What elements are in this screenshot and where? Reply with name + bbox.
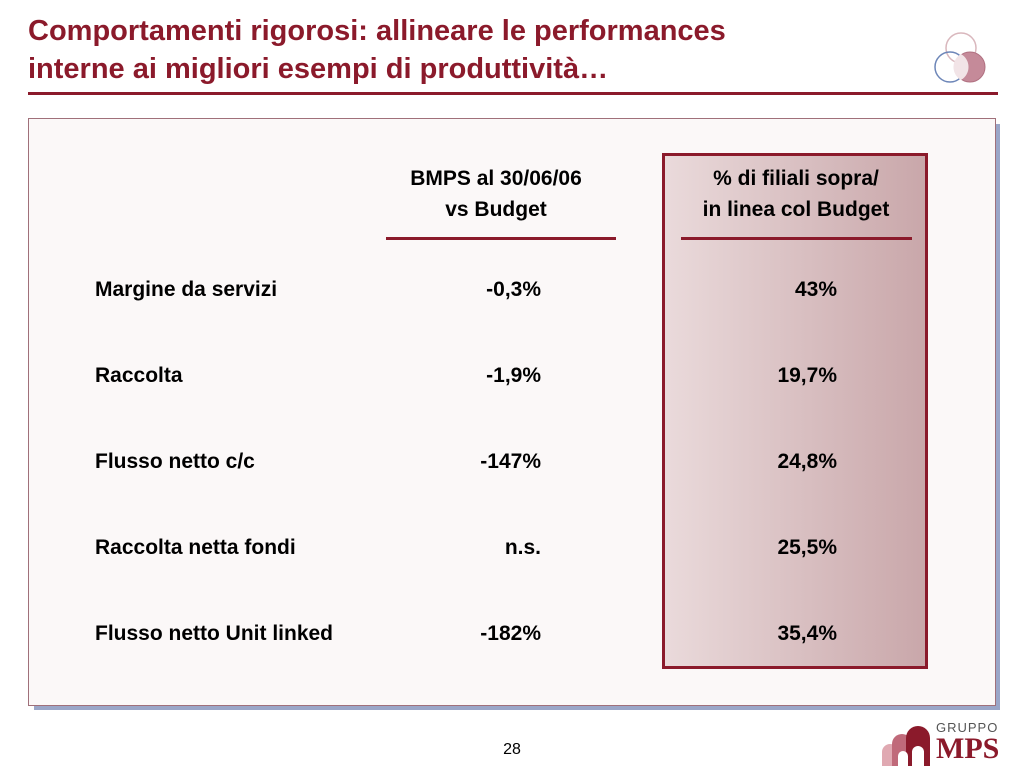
column-header-bmps: BMPS al 30/06/06 vs Budget (380, 163, 612, 225)
row-value-filiali: 24,8% (777, 450, 837, 473)
row-value-filiali: 19,7% (777, 364, 837, 387)
row-value-bmps: -182% (480, 622, 541, 645)
row-label: Flusso netto Unit linked (95, 622, 334, 645)
row-value-bmps: -147% (480, 450, 541, 473)
row-value-bmps: n.s. (504, 536, 541, 559)
logo-gruppo-text: GRUPPO (936, 720, 999, 735)
row-label: Margine da servizi (95, 278, 278, 301)
row-value-filiali: 43% (794, 278, 837, 301)
row-value-filiali: 35,4% (777, 622, 837, 645)
logo-arches-icon (882, 726, 930, 766)
row-value-bmps: -0,3% (486, 278, 541, 301)
row-value-bmps: -1,9% (486, 364, 541, 387)
slide-title: Comportamenti rigorosi: allineare le per… (28, 12, 908, 88)
column-header-bmps-line-1: BMPS al 30/06/06 (410, 167, 582, 190)
slide-title-line-1: Comportamenti rigorosi: allineare le per… (28, 15, 726, 47)
slide-title-line-2: interne ai migliori esempi di produttivi… (28, 53, 609, 85)
column-header-filiali-line-1: % di filiali sopra/ (713, 167, 879, 190)
column-header-bmps-rule (386, 237, 616, 240)
overlapping-circles-icon (934, 32, 986, 83)
column-header-filiali-rule (681, 237, 912, 240)
column-header-filiali-line-2: in linea col Budget (702, 198, 890, 221)
row-label: Raccolta (95, 364, 183, 387)
row-label: Flusso netto c/c (95, 450, 255, 473)
page-number: 28 (503, 741, 521, 758)
title-divider (28, 92, 998, 95)
row-value-filiali: 25,5% (777, 536, 837, 559)
logo-mps-text: MPS (936, 732, 1000, 765)
highlight-column-box (662, 153, 928, 669)
column-header-filiali: % di filiali sopra/ in linea col Budget (672, 163, 920, 225)
gruppo-mps-logo: GRUPPO MPS (878, 718, 1014, 766)
row-label: Raccolta netta fondi (95, 536, 296, 559)
column-header-bmps-line-2: vs Budget (445, 198, 547, 221)
